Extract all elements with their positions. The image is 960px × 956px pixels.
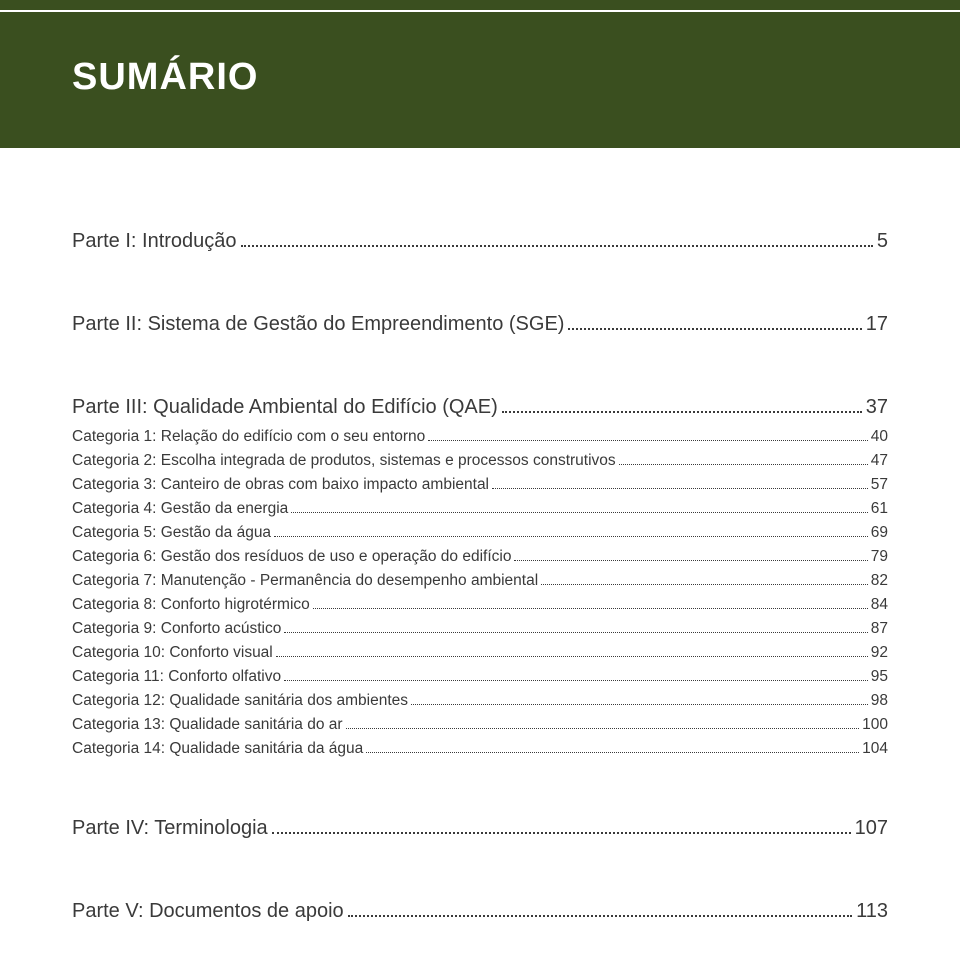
leader-dots (428, 440, 867, 441)
cat-page: 98 (871, 689, 888, 713)
leader-dots (619, 464, 868, 465)
part-label: Parte I: Introdução (72, 230, 237, 253)
toc-category: Categoria 5: Gestão da água 69 (72, 521, 888, 545)
cat-label: Categoria 14: Qualidade sanitária da águ… (72, 737, 363, 761)
cat-page: 100 (862, 713, 888, 737)
part-page: 5 (877, 230, 888, 253)
toc-content: Parte I: Introdução 5 Parte II: Sistema … (72, 200, 888, 927)
toc-part: Parte I: Introdução 5 (72, 230, 888, 253)
cat-page: 79 (871, 545, 888, 569)
cat-label: Categoria 7: Manutenção - Permanência do… (72, 569, 538, 593)
leader-dots (346, 728, 860, 729)
toc-category: Categoria 3: Canteiro de obras com baixo… (72, 473, 888, 497)
cat-label: Categoria 12: Qualidade sanitária dos am… (72, 689, 408, 713)
leader-dots (284, 632, 867, 633)
leader-dots (411, 704, 868, 705)
cat-page: 57 (871, 473, 888, 497)
cat-label: Categoria 8: Conforto higrotérmico (72, 593, 310, 617)
part-label: Parte V: Documentos de apoio (72, 900, 344, 923)
toc-category: Categoria 14: Qualidade sanitária da águ… (72, 737, 888, 761)
cat-page: 40 (871, 425, 888, 449)
leader-dots (241, 245, 873, 247)
leader-dots (502, 411, 862, 413)
cat-page: 92 (871, 641, 888, 665)
leader-dots (492, 488, 868, 489)
leader-dots (313, 608, 868, 609)
toc-category: Categoria 7: Manutenção - Permanência do… (72, 569, 888, 593)
cat-page: 69 (871, 521, 888, 545)
page-title: SUMÁRIO (72, 56, 258, 99)
part-page: 37 (866, 396, 888, 419)
cat-label: Categoria 5: Gestão da água (72, 521, 271, 545)
toc-category: Categoria 11: Conforto olfativo 95 (72, 665, 888, 689)
cat-page: 84 (871, 593, 888, 617)
cat-label: Categoria 9: Conforto acústico (72, 617, 281, 641)
category-list: Categoria 1: Relação do edifício com o s… (72, 425, 888, 761)
cat-page: 82 (871, 569, 888, 593)
leader-dots (284, 680, 868, 681)
cat-page: 104 (862, 737, 888, 761)
cat-page: 47 (871, 449, 888, 473)
header-stripe (0, 10, 960, 12)
leader-dots (276, 656, 868, 657)
toc-category: Categoria 2: Escolha integrada de produt… (72, 449, 888, 473)
cat-label: Categoria 6: Gestão dos resíduos de uso … (72, 545, 511, 569)
cat-page: 95 (871, 665, 888, 689)
header-band: SUMÁRIO (0, 0, 960, 148)
toc-category: Categoria 8: Conforto higrotérmico 84 (72, 593, 888, 617)
cat-page: 87 (871, 617, 888, 641)
leader-dots (272, 832, 851, 834)
part-page: 107 (855, 817, 888, 840)
cat-label: Categoria 11: Conforto olfativo (72, 665, 281, 689)
part-page: 113 (856, 900, 888, 923)
toc-category: Categoria 1: Relação do edifício com o s… (72, 425, 888, 449)
toc-part: Parte II: Sistema de Gestão do Empreendi… (72, 313, 888, 336)
leader-dots (568, 328, 861, 330)
toc-category: Categoria 10: Conforto visual 92 (72, 641, 888, 665)
toc-category: Categoria 12: Qualidade sanitária dos am… (72, 689, 888, 713)
toc-part: Parte V: Documentos de apoio 113 (72, 900, 888, 923)
cat-label: Categoria 4: Gestão da energia (72, 497, 288, 521)
leader-dots (274, 536, 868, 537)
leader-dots (291, 512, 867, 513)
leader-dots (514, 560, 867, 561)
cat-page: 61 (871, 497, 888, 521)
part-page: 17 (866, 313, 888, 336)
leader-dots (348, 915, 852, 917)
leader-dots (366, 752, 859, 753)
toc-category: Categoria 4: Gestão da energia 61 (72, 497, 888, 521)
part-label: Parte III: Qualidade Ambiental do Edifíc… (72, 396, 498, 419)
toc-part: Parte IV: Terminologia 107 (72, 817, 888, 840)
cat-label: Categoria 13: Qualidade sanitária do ar (72, 713, 343, 737)
part-label: Parte II: Sistema de Gestão do Empreendi… (72, 313, 564, 336)
toc-category: Categoria 6: Gestão dos resíduos de uso … (72, 545, 888, 569)
cat-label: Categoria 1: Relação do edifício com o s… (72, 425, 425, 449)
leader-dots (541, 584, 868, 585)
toc-category: Categoria 9: Conforto acústico 87 (72, 617, 888, 641)
part-label: Parte IV: Terminologia (72, 817, 268, 840)
cat-label: Categoria 3: Canteiro de obras com baixo… (72, 473, 489, 497)
cat-label: Categoria 10: Conforto visual (72, 641, 273, 665)
toc-category: Categoria 13: Qualidade sanitária do ar … (72, 713, 888, 737)
toc-part: Parte III: Qualidade Ambiental do Edifíc… (72, 396, 888, 419)
cat-label: Categoria 2: Escolha integrada de produt… (72, 449, 616, 473)
